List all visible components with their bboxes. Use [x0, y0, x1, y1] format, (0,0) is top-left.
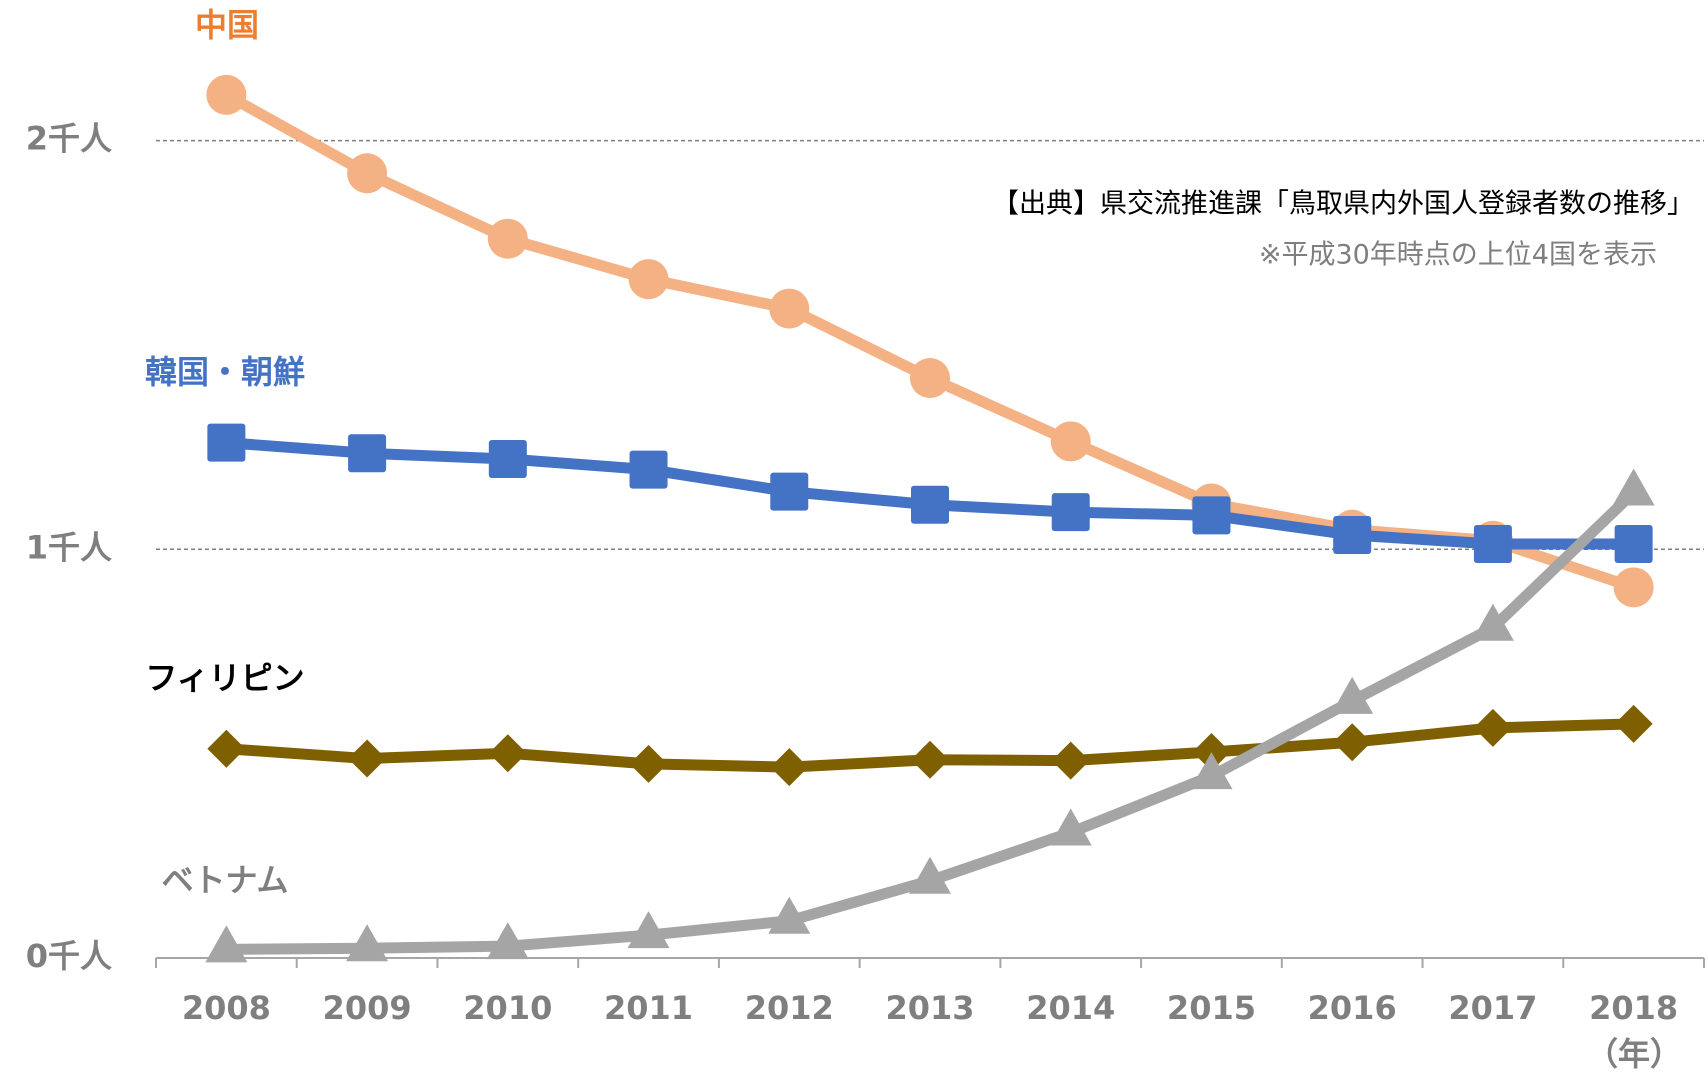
x-tick-label: 2015	[1167, 989, 1256, 1027]
x-axis-label: （年）	[1586, 1035, 1682, 1073]
marker	[206, 74, 247, 115]
marker	[347, 153, 388, 194]
footnote: ※平成30年時点の上位4国を表示	[1259, 240, 1657, 271]
x-tick-label: 2013	[885, 989, 974, 1027]
source-note: 【出典】県交流推進課「鳥取県内外国人登録者数の推移」	[992, 189, 1694, 220]
y-tick-label: 1千人	[26, 528, 112, 566]
x-tick-label: 2016	[1308, 989, 1397, 1027]
marker	[1192, 733, 1231, 772]
marker	[488, 734, 527, 773]
marker	[1473, 708, 1512, 747]
x-tick-label: 2008	[182, 989, 271, 1027]
marker	[1190, 752, 1233, 790]
series-label: 中国	[195, 6, 259, 44]
x-tick-label: 2012	[745, 989, 834, 1027]
marker	[348, 434, 387, 473]
y-tick-label: 2千人	[26, 120, 112, 158]
marker	[348, 739, 387, 778]
marker	[488, 439, 527, 478]
series-label: 韓国・朝鮮	[145, 353, 305, 391]
marker	[1049, 808, 1092, 846]
marker	[911, 740, 949, 779]
marker	[1050, 421, 1091, 462]
marker	[770, 472, 809, 511]
marker	[769, 288, 810, 329]
marker	[911, 485, 949, 524]
marker	[1614, 524, 1653, 563]
marker	[1333, 723, 1372, 762]
marker	[627, 911, 670, 949]
marker	[1333, 516, 1372, 554]
x-tick-label: 2010	[463, 989, 552, 1027]
marker	[1473, 524, 1512, 563]
marker	[1471, 603, 1514, 641]
marker	[1612, 468, 1655, 506]
marker	[205, 925, 248, 963]
marker	[346, 924, 389, 962]
x-tick-label: 2017	[1448, 989, 1537, 1027]
series-label: フィリピン	[145, 659, 304, 697]
y-tick-label: 0千人	[26, 937, 112, 975]
marker	[1614, 704, 1653, 743]
marker	[207, 729, 246, 768]
x-tick-label: 2014	[1026, 989, 1115, 1027]
marker	[629, 450, 668, 489]
marker	[1051, 493, 1090, 532]
marker	[629, 744, 668, 783]
marker	[770, 748, 809, 787]
marker	[487, 218, 528, 259]
marker	[1331, 676, 1374, 714]
marker	[486, 922, 529, 960]
marker	[909, 856, 951, 894]
marker	[1192, 496, 1231, 535]
x-tick-label: 2011	[604, 989, 693, 1027]
series-label: ベトナム	[161, 861, 288, 899]
marker	[1051, 741, 1090, 780]
marker	[910, 358, 950, 399]
x-tick-label: 2018	[1589, 989, 1678, 1027]
marker	[768, 896, 811, 934]
marker	[628, 259, 669, 300]
marker	[1613, 567, 1654, 608]
x-tick-label: 2009	[323, 989, 412, 1027]
marker	[207, 423, 246, 462]
